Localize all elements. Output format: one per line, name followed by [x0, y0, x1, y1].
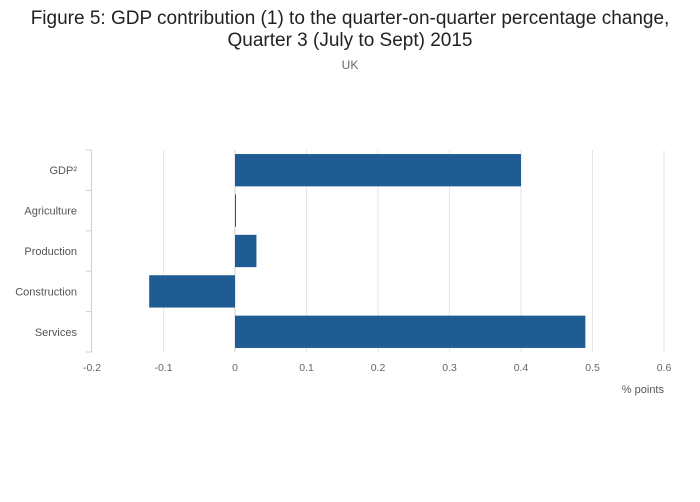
y-axis — [86, 149, 92, 353]
x-axis-title: % points — [622, 384, 665, 396]
x-tick-label: 0.5 — [585, 362, 600, 374]
x-tick-label: -0.1 — [154, 362, 172, 374]
bar-gdp- — [235, 154, 521, 187]
y-category-label: GDP² — [50, 165, 78, 177]
y-category-label: Services — [35, 327, 78, 339]
x-axis-ticks: -0.2 -0.1 0 0.1 0.2 0.3 0.4 0.5 0.6 — [83, 362, 671, 374]
chart-title-line-1: Figure 5: GDP contribution (1) to the qu… — [31, 8, 670, 29]
x-tick-label: -0.2 — [83, 362, 101, 374]
chart-title-line-2: Quarter 3 (July to Sept) 2015 — [227, 30, 472, 51]
y-axis-labels: GDP² Agriculture Production Construction Ser… — [15, 165, 77, 339]
x-tick-label: 0.6 — [657, 362, 672, 374]
x-tick-label: 0 — [232, 362, 238, 374]
y-category-label: Construction — [15, 286, 77, 298]
x-tick-label: 0.4 — [514, 362, 529, 374]
y-category-label: Agriculture — [24, 206, 77, 218]
y-category-label: Production — [24, 246, 77, 258]
bar-services — [235, 315, 586, 348]
bars — [149, 154, 586, 348]
chart-subtitle: UK — [342, 58, 359, 72]
x-tick-label: 0.3 — [442, 362, 457, 374]
bar-agriculture — [235, 194, 236, 227]
bar-production — [235, 234, 257, 268]
bar-construction — [149, 275, 235, 308]
x-tick-label: 0.1 — [299, 362, 314, 374]
x-tick-label: 0.2 — [371, 362, 386, 374]
